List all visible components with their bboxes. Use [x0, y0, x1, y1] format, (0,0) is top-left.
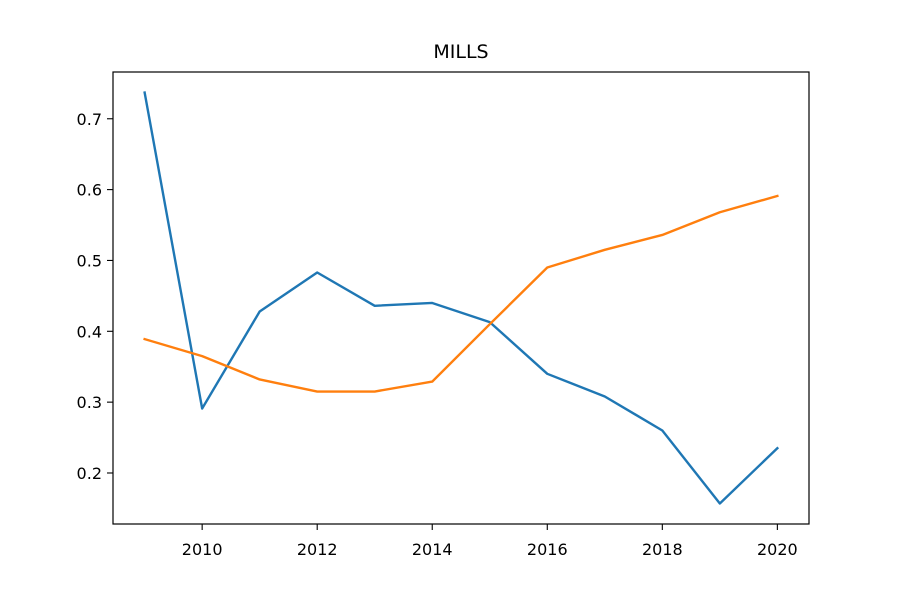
x-tick-label: 2010 [182, 540, 223, 559]
y-tick-label: 0.7 [77, 110, 102, 129]
x-tick-label: 2018 [642, 540, 683, 559]
plot-area: 2010 2012 2014 2016 2018 2020 0.2 0.3 0.4 0.5 0.6 0… [77, 91, 798, 559]
plot-frame [112, 71, 810, 525]
y-tick-label: 0.2 [77, 464, 102, 483]
series-line-1 [143, 91, 780, 505]
x-tick-label: 2016 [527, 540, 568, 559]
y-tick-label: 0.5 [77, 251, 102, 270]
y-tick-label: 0.3 [77, 393, 102, 412]
y-tick-label: 0.4 [77, 322, 102, 341]
x-tick-label: 2012 [297, 540, 338, 559]
x-tick-label: 2014 [412, 540, 453, 559]
chart-title: MILLS [433, 41, 488, 63]
y-tick-label: 0.6 [77, 181, 102, 200]
x-tick-label: 2020 [757, 540, 798, 559]
series-line-2 [143, 194, 779, 393]
